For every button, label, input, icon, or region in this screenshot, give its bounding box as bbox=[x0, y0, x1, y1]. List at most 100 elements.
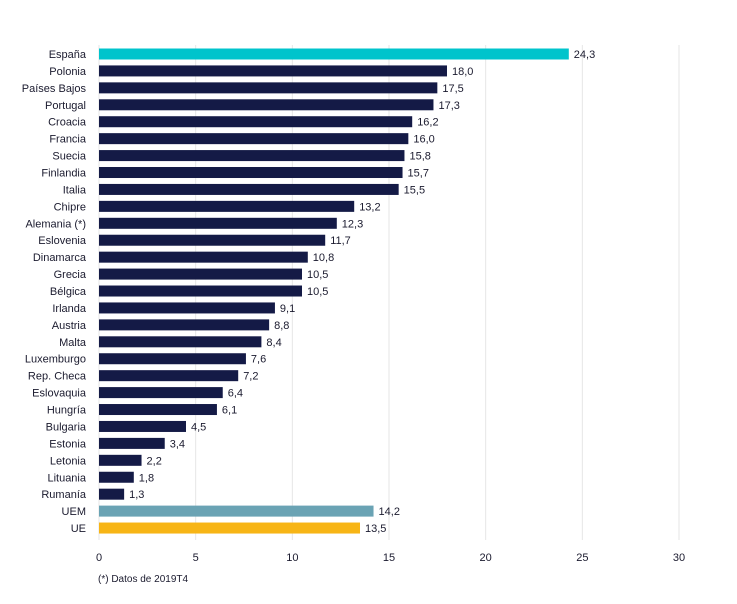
category-label: Hungría bbox=[47, 405, 87, 417]
bar bbox=[99, 370, 239, 382]
bar bbox=[99, 454, 142, 466]
x-tick-label: 30 bbox=[673, 552, 685, 564]
bar bbox=[99, 471, 134, 483]
value-label: 6,1 bbox=[222, 405, 237, 417]
bar bbox=[99, 336, 262, 348]
bar bbox=[99, 99, 434, 111]
category-label: Países Bajos bbox=[22, 83, 87, 95]
category-label: Grecia bbox=[54, 269, 87, 281]
value-label: 9,1 bbox=[280, 303, 295, 315]
value-label: 13,2 bbox=[359, 201, 380, 213]
category-label: Alemania (*) bbox=[25, 218, 86, 230]
value-label: 1,3 bbox=[129, 489, 144, 501]
value-label: 17,3 bbox=[438, 100, 459, 112]
value-label: 14,2 bbox=[379, 506, 400, 518]
category-label: Bélgica bbox=[50, 286, 87, 298]
x-tick-label: 5 bbox=[193, 552, 199, 564]
category-label: Estonia bbox=[49, 438, 87, 450]
value-label: 3,4 bbox=[170, 438, 185, 450]
value-label: 18,0 bbox=[452, 66, 473, 78]
x-tick-label: 15 bbox=[383, 552, 395, 564]
value-label: 15,7 bbox=[408, 168, 429, 180]
bar bbox=[99, 268, 302, 280]
category-label: Letonia bbox=[50, 455, 87, 467]
value-label: 11,7 bbox=[330, 235, 351, 247]
category-label: UE bbox=[71, 523, 86, 535]
bar bbox=[99, 387, 223, 399]
bar bbox=[99, 150, 405, 162]
category-label: Francia bbox=[49, 134, 87, 146]
bar bbox=[99, 183, 399, 195]
bar bbox=[99, 437, 165, 449]
bar bbox=[99, 505, 374, 517]
category-label: Lituania bbox=[47, 472, 86, 484]
bars bbox=[99, 48, 569, 534]
value-label: 2,2 bbox=[147, 455, 162, 467]
category-label: Eslovenia bbox=[38, 235, 87, 247]
bar bbox=[99, 234, 326, 246]
bar bbox=[99, 404, 217, 416]
value-labels: 24,3 18,0 17,5 17,316,2 16,0 15,8 15,7 15,5 13,2… bbox=[129, 49, 595, 535]
x-tick-label: 10 bbox=[286, 552, 298, 564]
value-label: 13,5 bbox=[365, 523, 386, 535]
bar bbox=[99, 133, 409, 145]
category-label: Irlanda bbox=[52, 303, 87, 315]
bar bbox=[99, 48, 569, 60]
category-label: Eslovaquia bbox=[32, 388, 87, 400]
value-label: 8,4 bbox=[266, 337, 281, 349]
value-label: 8,8 bbox=[274, 320, 289, 332]
value-label: 16,0 bbox=[413, 134, 434, 146]
category-labels: España Polonia Países Bajos Portugal Croacia… bbox=[22, 49, 87, 535]
bar bbox=[99, 522, 360, 534]
value-label: 10,5 bbox=[307, 269, 328, 281]
category-label: Rumanía bbox=[41, 489, 87, 501]
value-label: 17,5 bbox=[442, 83, 463, 95]
bar bbox=[99, 116, 413, 128]
category-label: Croacia bbox=[48, 117, 87, 129]
value-label: 7,6 bbox=[251, 354, 266, 366]
value-label: 24,3 bbox=[574, 49, 595, 61]
category-label: Austria bbox=[52, 320, 87, 332]
bar bbox=[99, 200, 355, 212]
value-label: 15,5 bbox=[404, 184, 425, 196]
category-label: Malta bbox=[59, 337, 87, 349]
bar bbox=[99, 353, 246, 365]
bar bbox=[99, 217, 337, 229]
value-label: 6,4 bbox=[228, 388, 243, 400]
value-label: 10,8 bbox=[313, 252, 334, 264]
value-label: 4,5 bbox=[191, 421, 206, 433]
category-label: Luxemburgo bbox=[25, 354, 86, 366]
category-label: Italia bbox=[63, 184, 87, 196]
bar bbox=[99, 65, 447, 77]
category-label: Portugal bbox=[45, 100, 86, 112]
category-label: Bulgaria bbox=[46, 421, 87, 433]
category-label: Suecia bbox=[52, 151, 87, 163]
value-label: 15,8 bbox=[409, 151, 430, 163]
bar bbox=[99, 319, 270, 331]
category-label: España bbox=[49, 49, 87, 61]
category-label: Dinamarca bbox=[33, 252, 87, 264]
x-tick-label: 20 bbox=[480, 552, 492, 564]
value-label: 16,2 bbox=[417, 117, 438, 129]
x-tick-label: 25 bbox=[576, 552, 588, 564]
category-label: Chipre bbox=[54, 201, 86, 213]
value-label: 1,8 bbox=[139, 472, 154, 484]
bar bbox=[99, 488, 125, 500]
value-label: 12,3 bbox=[342, 218, 363, 230]
category-label: Rep. Checa bbox=[28, 371, 87, 383]
bar bbox=[99, 285, 302, 297]
category-label: Finlandia bbox=[41, 168, 87, 180]
category-label: UEM bbox=[62, 506, 86, 518]
category-label: Polonia bbox=[49, 66, 87, 78]
value-label: 10,5 bbox=[307, 286, 328, 298]
bar bbox=[99, 302, 275, 314]
bar bbox=[99, 251, 308, 263]
bar bbox=[99, 420, 186, 432]
footnote: (*) Datos de 2019T4 bbox=[98, 574, 189, 585]
bar bbox=[99, 82, 438, 94]
x-axis-ticks: 0 5 10 15 20 25 30 bbox=[96, 552, 685, 564]
value-label: 7,2 bbox=[243, 371, 258, 383]
bar bbox=[99, 167, 403, 179]
x-tick-label: 0 bbox=[96, 552, 102, 564]
